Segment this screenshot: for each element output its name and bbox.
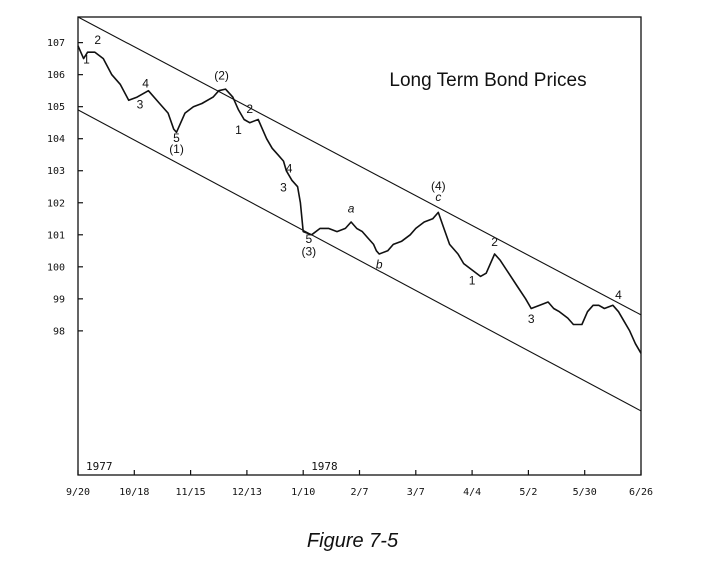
- wave-label: 3: [528, 312, 535, 326]
- price-series: [77, 45, 642, 354]
- wave-label: (3): [301, 245, 316, 259]
- y-tick-label: 99: [53, 294, 65, 305]
- wave-label: 4: [286, 161, 293, 175]
- y-tick-label: 100: [47, 262, 65, 273]
- y-tick-label: 98: [53, 326, 65, 337]
- x-tick-label: 6/26: [629, 487, 653, 498]
- x-tick-label: 2/7: [350, 487, 368, 498]
- y-tick-label: 105: [47, 102, 65, 113]
- wave-label: 2: [491, 235, 498, 249]
- channel-line: [77, 16, 642, 316]
- x-axis: 9/20 10/18 11/15 12/13 1/10 2/7 3/7 4/4 5/2 5/30 6…: [66, 470, 653, 498]
- wave-label: (2): [214, 68, 229, 82]
- year-label: 1977: [86, 460, 113, 473]
- wave-label: 1: [469, 273, 476, 287]
- price-line: [77, 45, 642, 354]
- x-tick-label: 10/18: [119, 487, 149, 498]
- y-tick-label: 102: [47, 198, 65, 209]
- year-labels: 1977 1978: [86, 460, 338, 473]
- y-tick-label: 107: [47, 38, 65, 49]
- wave-label: a: [348, 201, 355, 215]
- wave-label: 3: [137, 97, 144, 111]
- wave-label: b: [376, 257, 383, 271]
- year-label: 1978: [311, 460, 338, 473]
- wave-label: 5: [173, 131, 180, 145]
- y-tick-label: 101: [47, 230, 65, 241]
- wave-label: 4: [615, 288, 622, 302]
- wave-label: 2: [246, 102, 253, 116]
- figure-caption: Figure 7-5: [306, 530, 399, 552]
- y-axis: 98 99 100 101 102 103 104 105 106 107: [47, 38, 83, 337]
- y-tick-label: 104: [47, 134, 65, 145]
- trend-channel: [77, 16, 642, 412]
- x-tick-label: 5/2: [519, 487, 537, 498]
- x-tick-label: 5/30: [573, 487, 597, 498]
- wave-label: (1): [169, 142, 184, 156]
- y-tick-label: 103: [47, 166, 65, 177]
- x-tick-label: 12/13: [232, 487, 262, 498]
- wave-label: 3: [280, 181, 287, 195]
- wave-label: 1: [83, 52, 90, 66]
- x-tick-label: 9/20: [66, 487, 90, 498]
- y-tick-label: 106: [47, 70, 65, 81]
- wave-label: c: [435, 190, 441, 204]
- x-tick-label: 4/4: [463, 487, 481, 498]
- wave-label: 1: [235, 123, 242, 137]
- x-tick-label: 11/15: [176, 487, 206, 498]
- x-tick-label: 3/7: [407, 487, 425, 498]
- wave-label: (4): [431, 179, 446, 193]
- chart-title: Long Term Bond Prices: [389, 70, 586, 91]
- wave-label: 5: [305, 232, 312, 246]
- x-tick-label: 1/10: [291, 487, 315, 498]
- wave-label: 4: [142, 76, 149, 90]
- wave-label: 2: [94, 33, 101, 47]
- channel-line: [77, 109, 642, 412]
